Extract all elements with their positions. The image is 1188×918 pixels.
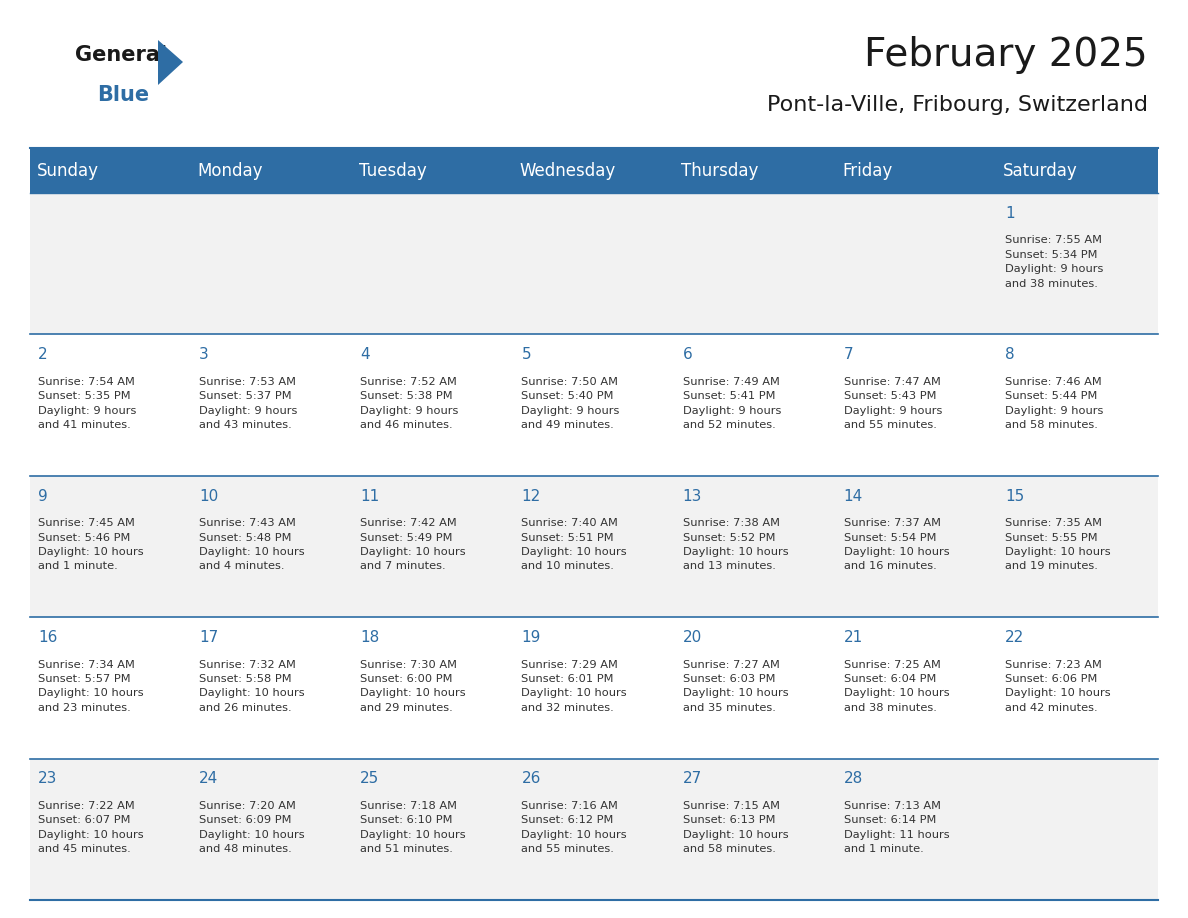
Text: 20: 20: [683, 630, 702, 645]
Bar: [30, 758, 1158, 900]
Bar: [30, 617, 1158, 758]
Text: Sunrise: 7:15 AM
Sunset: 6:13 PM
Daylight: 10 hours
and 58 minutes.: Sunrise: 7:15 AM Sunset: 6:13 PM Dayligh…: [683, 801, 789, 855]
Bar: [30, 476, 1158, 617]
Text: Monday: Monday: [197, 162, 263, 180]
Text: Sunrise: 7:29 AM
Sunset: 6:01 PM
Daylight: 10 hours
and 32 minutes.: Sunrise: 7:29 AM Sunset: 6:01 PM Dayligh…: [522, 660, 627, 712]
Text: 4: 4: [360, 347, 369, 362]
Text: Sunrise: 7:18 AM
Sunset: 6:10 PM
Daylight: 10 hours
and 51 minutes.: Sunrise: 7:18 AM Sunset: 6:10 PM Dayligh…: [360, 801, 466, 855]
Text: General: General: [75, 45, 168, 65]
Text: Saturday: Saturday: [1004, 162, 1078, 180]
Text: Pont-la-Ville, Fribourg, Switzerland: Pont-la-Ville, Fribourg, Switzerland: [767, 95, 1148, 115]
Text: 5: 5: [522, 347, 531, 362]
Bar: [30, 334, 1158, 476]
Text: 10: 10: [200, 488, 219, 504]
Text: Sunrise: 7:30 AM
Sunset: 6:00 PM
Daylight: 10 hours
and 29 minutes.: Sunrise: 7:30 AM Sunset: 6:00 PM Dayligh…: [360, 660, 466, 712]
Text: Sunrise: 7:40 AM
Sunset: 5:51 PM
Daylight: 10 hours
and 10 minutes.: Sunrise: 7:40 AM Sunset: 5:51 PM Dayligh…: [522, 519, 627, 571]
Text: Sunrise: 7:53 AM
Sunset: 5:37 PM
Daylight: 9 hours
and 43 minutes.: Sunrise: 7:53 AM Sunset: 5:37 PM Dayligh…: [200, 376, 297, 430]
Text: 18: 18: [360, 630, 380, 645]
Text: Sunrise: 7:43 AM
Sunset: 5:48 PM
Daylight: 10 hours
and 4 minutes.: Sunrise: 7:43 AM Sunset: 5:48 PM Dayligh…: [200, 519, 305, 571]
Bar: [30, 193, 1158, 334]
Text: Sunrise: 7:23 AM
Sunset: 6:06 PM
Daylight: 10 hours
and 42 minutes.: Sunrise: 7:23 AM Sunset: 6:06 PM Dayligh…: [1005, 660, 1111, 712]
Text: Blue: Blue: [97, 85, 150, 105]
Text: 8: 8: [1005, 347, 1015, 362]
Text: Sunrise: 7:22 AM
Sunset: 6:07 PM
Daylight: 10 hours
and 45 minutes.: Sunrise: 7:22 AM Sunset: 6:07 PM Dayligh…: [38, 801, 144, 855]
Text: 11: 11: [360, 488, 380, 504]
Text: 19: 19: [522, 630, 541, 645]
Text: 23: 23: [38, 771, 57, 787]
Text: 28: 28: [843, 771, 862, 787]
Text: Sunrise: 7:32 AM
Sunset: 5:58 PM
Daylight: 10 hours
and 26 minutes.: Sunrise: 7:32 AM Sunset: 5:58 PM Dayligh…: [200, 660, 305, 712]
Polygon shape: [158, 40, 183, 85]
Text: 6: 6: [683, 347, 693, 362]
Text: Sunrise: 7:55 AM
Sunset: 5:34 PM
Daylight: 9 hours
and 38 minutes.: Sunrise: 7:55 AM Sunset: 5:34 PM Dayligh…: [1005, 235, 1104, 288]
Text: Sunrise: 7:45 AM
Sunset: 5:46 PM
Daylight: 10 hours
and 1 minute.: Sunrise: 7:45 AM Sunset: 5:46 PM Dayligh…: [38, 519, 144, 571]
Text: Sunrise: 7:52 AM
Sunset: 5:38 PM
Daylight: 9 hours
and 46 minutes.: Sunrise: 7:52 AM Sunset: 5:38 PM Dayligh…: [360, 376, 459, 430]
Text: 27: 27: [683, 771, 702, 787]
Text: Sunday: Sunday: [37, 162, 99, 180]
Text: 16: 16: [38, 630, 57, 645]
Text: Sunrise: 7:50 AM
Sunset: 5:40 PM
Daylight: 9 hours
and 49 minutes.: Sunrise: 7:50 AM Sunset: 5:40 PM Dayligh…: [522, 376, 620, 430]
Text: Sunrise: 7:42 AM
Sunset: 5:49 PM
Daylight: 10 hours
and 7 minutes.: Sunrise: 7:42 AM Sunset: 5:49 PM Dayligh…: [360, 519, 466, 571]
Text: 7: 7: [843, 347, 853, 362]
Text: 17: 17: [200, 630, 219, 645]
Text: Sunrise: 7:27 AM
Sunset: 6:03 PM
Daylight: 10 hours
and 35 minutes.: Sunrise: 7:27 AM Sunset: 6:03 PM Dayligh…: [683, 660, 789, 712]
Text: Tuesday: Tuesday: [359, 162, 426, 180]
Text: 1: 1: [1005, 206, 1015, 220]
Text: Sunrise: 7:47 AM
Sunset: 5:43 PM
Daylight: 9 hours
and 55 minutes.: Sunrise: 7:47 AM Sunset: 5:43 PM Dayligh…: [843, 376, 942, 430]
Text: 9: 9: [38, 488, 48, 504]
Text: Wednesday: Wednesday: [520, 162, 617, 180]
Text: Sunrise: 7:20 AM
Sunset: 6:09 PM
Daylight: 10 hours
and 48 minutes.: Sunrise: 7:20 AM Sunset: 6:09 PM Dayligh…: [200, 801, 305, 855]
Text: 14: 14: [843, 488, 862, 504]
Bar: [30, 148, 1158, 193]
Text: Sunrise: 7:13 AM
Sunset: 6:14 PM
Daylight: 11 hours
and 1 minute.: Sunrise: 7:13 AM Sunset: 6:14 PM Dayligh…: [843, 801, 949, 855]
Text: 15: 15: [1005, 488, 1024, 504]
Text: Sunrise: 7:54 AM
Sunset: 5:35 PM
Daylight: 9 hours
and 41 minutes.: Sunrise: 7:54 AM Sunset: 5:35 PM Dayligh…: [38, 376, 137, 430]
Text: Sunrise: 7:16 AM
Sunset: 6:12 PM
Daylight: 10 hours
and 55 minutes.: Sunrise: 7:16 AM Sunset: 6:12 PM Dayligh…: [522, 801, 627, 855]
Text: Sunrise: 7:34 AM
Sunset: 5:57 PM
Daylight: 10 hours
and 23 minutes.: Sunrise: 7:34 AM Sunset: 5:57 PM Dayligh…: [38, 660, 144, 712]
Text: Sunrise: 7:49 AM
Sunset: 5:41 PM
Daylight: 9 hours
and 52 minutes.: Sunrise: 7:49 AM Sunset: 5:41 PM Dayligh…: [683, 376, 781, 430]
Text: 12: 12: [522, 488, 541, 504]
Text: 13: 13: [683, 488, 702, 504]
Text: 2: 2: [38, 347, 48, 362]
Text: 21: 21: [843, 630, 862, 645]
Text: Sunrise: 7:35 AM
Sunset: 5:55 PM
Daylight: 10 hours
and 19 minutes.: Sunrise: 7:35 AM Sunset: 5:55 PM Dayligh…: [1005, 519, 1111, 571]
Text: 24: 24: [200, 771, 219, 787]
Text: 22: 22: [1005, 630, 1024, 645]
Text: 25: 25: [360, 771, 380, 787]
Text: Sunrise: 7:25 AM
Sunset: 6:04 PM
Daylight: 10 hours
and 38 minutes.: Sunrise: 7:25 AM Sunset: 6:04 PM Dayligh…: [843, 660, 949, 712]
Text: Thursday: Thursday: [681, 162, 758, 180]
Text: Friday: Friday: [842, 162, 892, 180]
Text: Sunrise: 7:46 AM
Sunset: 5:44 PM
Daylight: 9 hours
and 58 minutes.: Sunrise: 7:46 AM Sunset: 5:44 PM Dayligh…: [1005, 376, 1104, 430]
Text: Sunrise: 7:37 AM
Sunset: 5:54 PM
Daylight: 10 hours
and 16 minutes.: Sunrise: 7:37 AM Sunset: 5:54 PM Dayligh…: [843, 519, 949, 571]
Text: Sunrise: 7:38 AM
Sunset: 5:52 PM
Daylight: 10 hours
and 13 minutes.: Sunrise: 7:38 AM Sunset: 5:52 PM Dayligh…: [683, 519, 789, 571]
Text: 26: 26: [522, 771, 541, 787]
Text: February 2025: February 2025: [865, 36, 1148, 74]
Text: 3: 3: [200, 347, 209, 362]
